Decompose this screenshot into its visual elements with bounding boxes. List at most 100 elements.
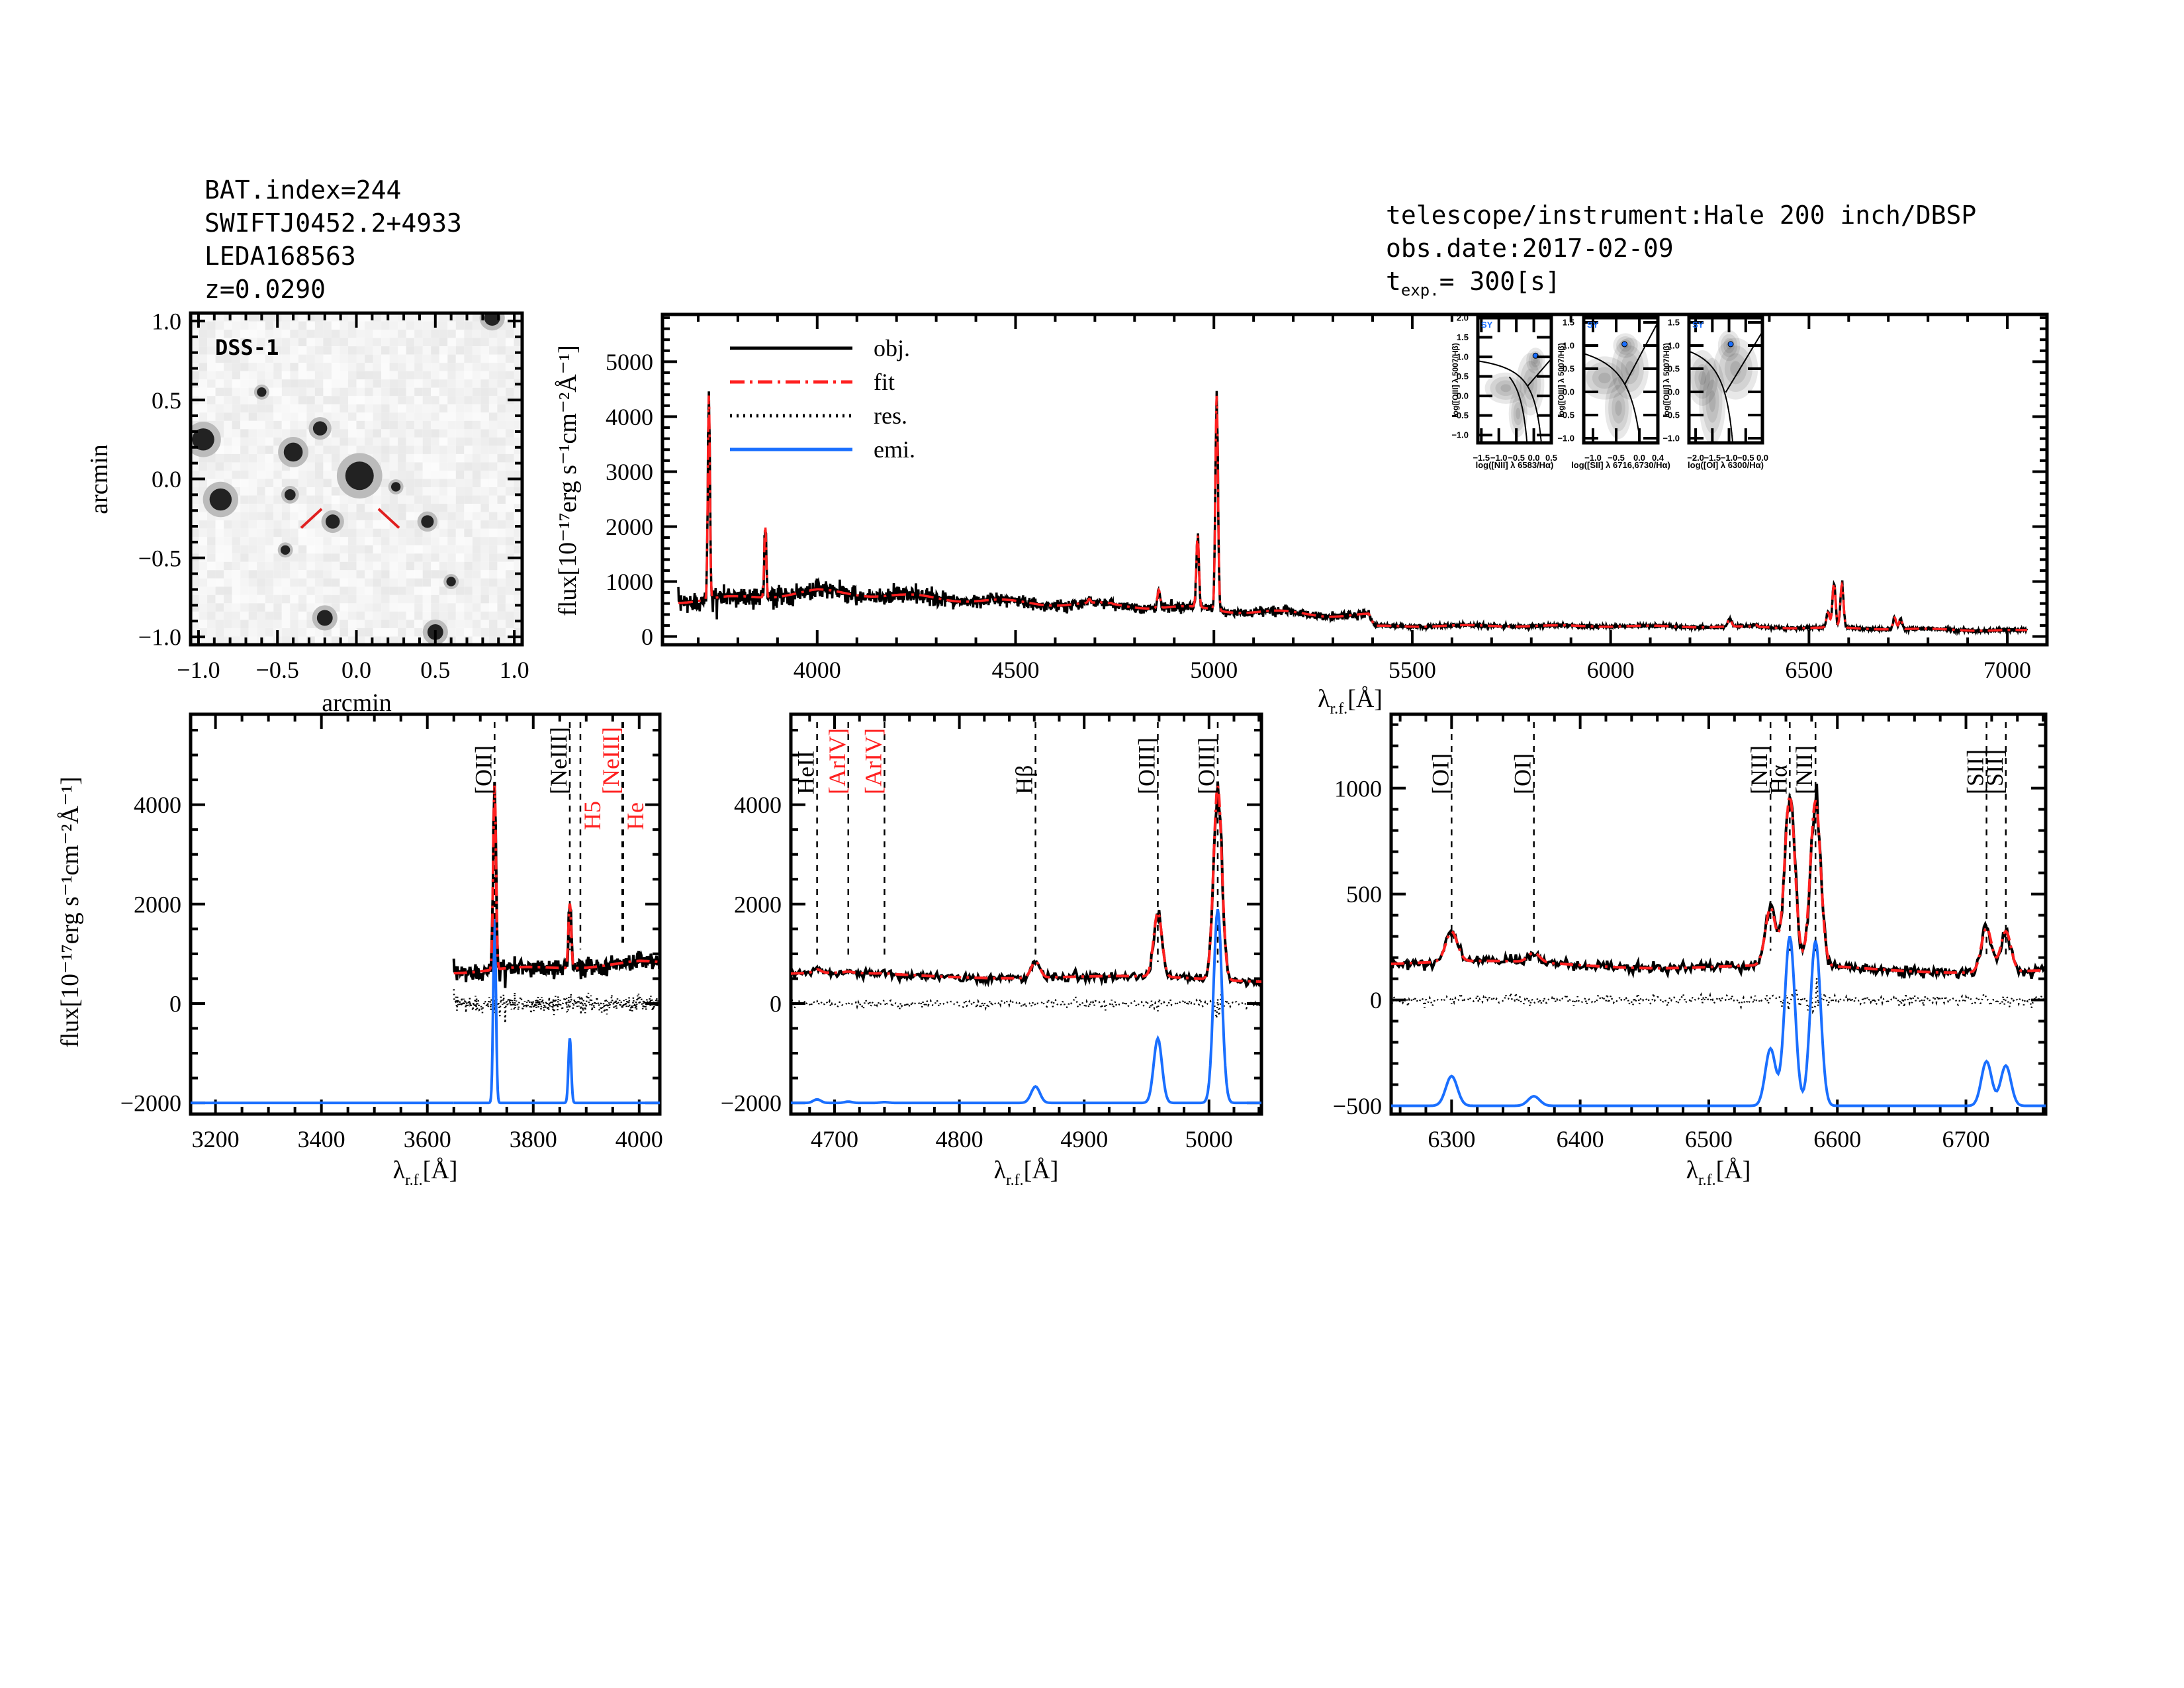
- dss-pixel: [406, 561, 415, 571]
- dss-pixel: [347, 578, 357, 587]
- bpt-1-ytick-label: 0.5: [1457, 371, 1469, 381]
- dss-pixel: [224, 545, 232, 554]
- star: [316, 610, 333, 626]
- dss-pixel: [356, 561, 365, 571]
- dss-pixel: [347, 603, 357, 612]
- dss-pixel: [248, 479, 257, 488]
- dss-pixel: [447, 512, 456, 521]
- dss-pixel: [306, 371, 315, 380]
- dss-pixel: [340, 628, 348, 637]
- dss-pixel: [373, 363, 382, 371]
- dss-pixel: [373, 437, 382, 446]
- dss-pixel: [480, 487, 489, 496]
- dss-pixel: [347, 363, 357, 371]
- dss-pixel: [199, 313, 208, 322]
- dss-pixel: [464, 561, 473, 571]
- dss-axes: −1.0 −0.5 0.0 0.5 1.0−1.0−0.50.00.51.0: [138, 308, 529, 683]
- kewley-curve: [1478, 360, 1542, 442]
- dss-pixel: [290, 570, 298, 579]
- dss-pixel: [314, 404, 324, 413]
- dss-pixel: [257, 528, 265, 538]
- dss-pixel: [497, 620, 506, 628]
- dss-pixel: [480, 453, 489, 463]
- dss-pixel: [505, 611, 514, 620]
- dss-pixel: [257, 404, 265, 413]
- dss-pixel: [207, 387, 216, 397]
- dss-pixel: [365, 628, 373, 637]
- dss-pixel: [240, 512, 249, 521]
- xlabel-symbol: λ: [1686, 1156, 1699, 1184]
- star: [421, 515, 434, 528]
- dss-pixel: [422, 594, 432, 604]
- dss-pixel: [331, 387, 340, 397]
- dss-pixel: [248, 453, 257, 463]
- dss-pixel: [340, 445, 348, 454]
- dss-pixel: [340, 396, 348, 404]
- dss-pixel: [224, 528, 232, 538]
- dss-pixel: [373, 445, 382, 454]
- zoom-panel-3-frame: [1389, 712, 2048, 1116]
- dss-pixel: [298, 578, 307, 587]
- bpt-2-frame: [1582, 316, 1660, 445]
- dss-xtick-label: 0.0: [341, 657, 371, 683]
- dss-pixel: [414, 570, 423, 579]
- dss-pixel: [455, 420, 465, 430]
- dss-pixel: [232, 371, 241, 380]
- dss-pixel: [472, 371, 481, 380]
- dss-pixel: [290, 561, 298, 571]
- dss-pixel: [207, 453, 216, 463]
- dss-pixel: [488, 504, 498, 512]
- dss-pixel: [273, 620, 282, 628]
- dss-pixel: [331, 628, 340, 637]
- dss-pixel: [381, 628, 390, 637]
- dss-pixel: [514, 338, 522, 347]
- dss-pixel: [240, 553, 249, 562]
- dss-pixel: [514, 636, 522, 645]
- dss-pixel: [497, 504, 506, 512]
- dss-pixel: [306, 528, 315, 538]
- dss-pixel: [488, 354, 498, 363]
- dss-pixel: [199, 520, 208, 529]
- dss-pixel: [480, 445, 489, 454]
- dss-pixel: [447, 495, 456, 504]
- dss-pixel: [306, 603, 315, 612]
- dss-pixel: [373, 578, 382, 587]
- dss-pixel: [472, 586, 481, 595]
- dss-pixel: [464, 404, 473, 413]
- dss-pixel: [207, 462, 216, 471]
- bpt-class-label: SY: [1481, 320, 1493, 330]
- dss-pixel: [265, 396, 274, 404]
- dss-pixel: [505, 445, 514, 454]
- dss-pixel: [497, 578, 506, 587]
- dss-pixel: [398, 445, 406, 454]
- dss-pixel: [224, 412, 232, 421]
- dss-pixel: [373, 520, 382, 529]
- dss-pixel: [248, 445, 257, 454]
- dss-pixel: [323, 354, 332, 363]
- dss-pixel: [398, 504, 406, 512]
- dss-pixel: [240, 628, 249, 637]
- zoom-panel-3-xtick-label: 6700: [1942, 1126, 1990, 1152]
- dss-pixel: [480, 404, 489, 413]
- dss-pixel: [455, 470, 465, 479]
- dss-pixel: [290, 354, 298, 363]
- dss-pixel: [323, 330, 332, 338]
- dss-pixel: [414, 578, 423, 587]
- dss-pixel: [472, 429, 481, 438]
- dss-pixel: [215, 594, 224, 604]
- dss-pixel: [331, 453, 340, 463]
- dss-pixel: [464, 396, 473, 404]
- dss-pixel: [323, 586, 332, 595]
- density-contour: [1698, 371, 1707, 385]
- dss-pixel: [422, 578, 432, 587]
- dss-pixel: [381, 578, 390, 587]
- zoom-panel-2-xtick-label: 4700: [811, 1126, 858, 1152]
- dss-pixel: [472, 404, 481, 413]
- dss-pixel: [199, 371, 208, 380]
- dss-pixel: [224, 338, 232, 347]
- dss-pixel: [191, 354, 199, 363]
- dss-pixel: [232, 528, 241, 538]
- dss-pixel: [248, 379, 257, 388]
- dss-pixel: [240, 346, 249, 355]
- obs-date: obs.date:2017-02-09: [1386, 234, 1674, 263]
